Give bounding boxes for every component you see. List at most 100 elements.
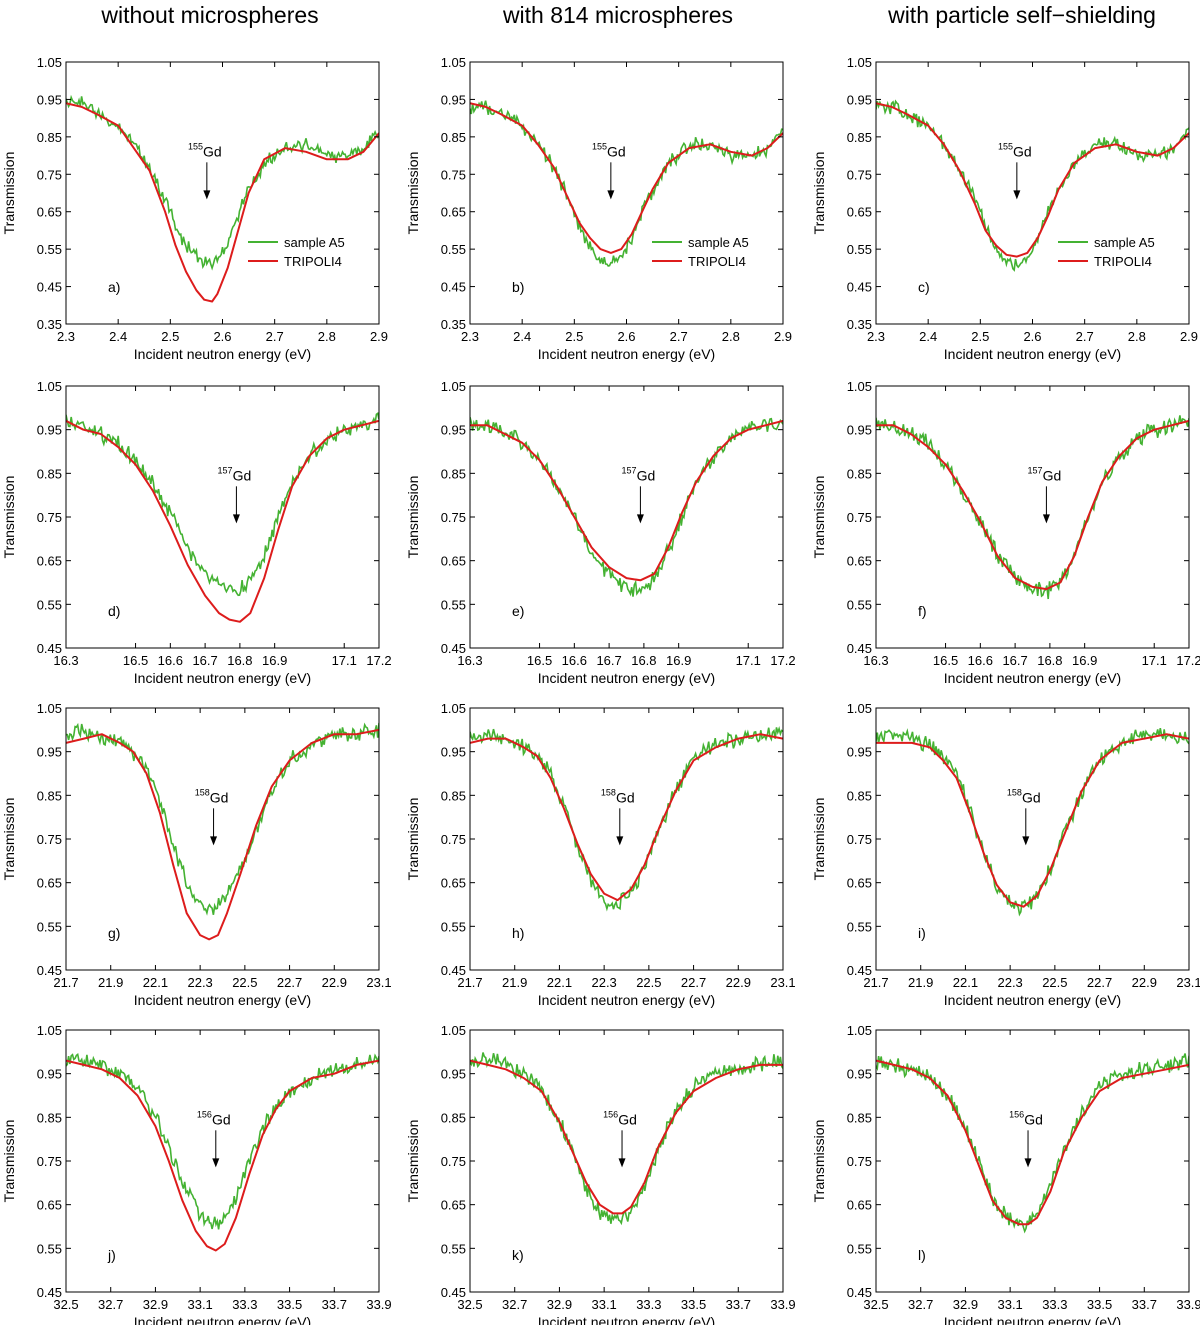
x-tick-label: 22.9 bbox=[1132, 975, 1157, 990]
y-tick-label: 0.95 bbox=[847, 423, 872, 438]
legend: sample A5 TRIPOLI4 bbox=[1058, 235, 1155, 269]
x-tick-label: 22.3 bbox=[997, 975, 1022, 990]
series-sample-a5-line bbox=[470, 100, 783, 267]
panel-label: j) bbox=[107, 1247, 116, 1263]
x-tick-label: 2.6 bbox=[617, 329, 635, 344]
x-tick-label: 22.5 bbox=[636, 975, 661, 990]
x-tick-label: 2.3 bbox=[461, 329, 479, 344]
isotope-mass: 156 bbox=[1009, 1109, 1024, 1119]
y-tick-label: 1.05 bbox=[441, 55, 466, 70]
y-tick-label: 0.95 bbox=[847, 1067, 872, 1082]
resonance-arrow-head bbox=[1024, 1158, 1032, 1168]
y-tick-label: 0.35 bbox=[441, 317, 466, 332]
x-tick-label: 16.9 bbox=[666, 653, 691, 668]
y-tick-label: 0.75 bbox=[847, 832, 872, 847]
x-tick-label: 16.3 bbox=[457, 653, 482, 668]
chart-panel-e: 0.45 0.55 0.65 0.75 0.85 0.95 1.05 16.3 16.5 16.6… bbox=[405, 379, 796, 686]
y-tick-label: 0.65 bbox=[441, 554, 466, 569]
x-tick-label: 22.3 bbox=[591, 975, 616, 990]
x-tick-label: 33.5 bbox=[681, 1297, 706, 1312]
y-tick-label: 0.65 bbox=[847, 205, 872, 220]
panel-label: f) bbox=[918, 603, 927, 619]
series-tripoli4-line bbox=[66, 102, 379, 303]
legend-label-sample-a5: sample A5 bbox=[284, 235, 345, 250]
y-tick-label: 0.75 bbox=[37, 832, 62, 847]
y-tick-label: 0.95 bbox=[847, 745, 872, 760]
x-tick-label: 21.9 bbox=[908, 975, 933, 990]
isotope-mass: 157 bbox=[1028, 465, 1043, 475]
isotope-mass: 158 bbox=[195, 787, 210, 797]
isotope-symbol: Gd bbox=[1013, 143, 1032, 159]
y-tick-label: 0.45 bbox=[37, 1285, 62, 1300]
x-tick-label: 21.9 bbox=[502, 975, 527, 990]
x-tick-label: 17.1 bbox=[1142, 653, 1167, 668]
y-tick-label: 0.55 bbox=[847, 597, 872, 612]
x-tick-label: 16.7 bbox=[1002, 653, 1027, 668]
y-tick-label: 0.35 bbox=[37, 317, 62, 332]
isotope-mass: 157 bbox=[218, 465, 233, 475]
series-sample-a5-line bbox=[66, 412, 379, 597]
y-tick-label: 0.65 bbox=[37, 554, 62, 569]
x-tick-label: 32.5 bbox=[863, 1297, 888, 1312]
x-tick-label: 2.3 bbox=[57, 329, 75, 344]
resonance-arrow-head bbox=[210, 836, 218, 846]
x-tick-label: 22.7 bbox=[1087, 975, 1112, 990]
series-tripoli4-line bbox=[470, 419, 783, 582]
x-tick-label: 33.9 bbox=[1176, 1297, 1200, 1312]
x-axis-label: Incident neutron energy (eV) bbox=[538, 670, 715, 686]
y-tick-label: 0.45 bbox=[37, 963, 62, 978]
x-tick-label: 33.3 bbox=[636, 1297, 661, 1312]
y-tick-label: 0.55 bbox=[37, 919, 62, 934]
x-tick-label: 33.3 bbox=[232, 1297, 257, 1312]
y-tick-label: 0.95 bbox=[37, 745, 62, 760]
resonance-arrow-head bbox=[212, 1158, 220, 1168]
isotope-symbol: Gd bbox=[1024, 1111, 1043, 1127]
x-tick-label: 16.5 bbox=[123, 653, 148, 668]
y-tick-label: 0.85 bbox=[37, 466, 62, 481]
resonance-arrow-head bbox=[232, 514, 240, 524]
x-axis-label: Incident neutron energy (eV) bbox=[134, 670, 311, 686]
panel-label: h) bbox=[512, 925, 524, 941]
x-axis-label: Incident neutron energy (eV) bbox=[944, 346, 1121, 362]
legend-label-tripoli4: TRIPOLI4 bbox=[688, 254, 746, 269]
isotope-annotation: 157Gd bbox=[1028, 465, 1062, 483]
y-tick-label: 0.95 bbox=[441, 745, 466, 760]
y-tick-label: 0.65 bbox=[441, 205, 466, 220]
x-tick-label: 33.1 bbox=[997, 1297, 1022, 1312]
x-tick-label: 2.5 bbox=[971, 329, 989, 344]
resonance-arrow-head bbox=[616, 836, 624, 846]
chart-panel-g: 0.45 0.55 0.65 0.75 0.85 0.95 1.05 21.7 21.9 22.1… bbox=[1, 701, 392, 1008]
x-tick-label: 2.8 bbox=[318, 329, 336, 344]
y-tick-label: 0.85 bbox=[441, 1110, 466, 1125]
x-tick-label: 16.8 bbox=[1037, 653, 1062, 668]
series-sample-a5-line bbox=[876, 415, 1189, 600]
isotope-mass: 155 bbox=[592, 141, 607, 151]
isotope-annotation: 156Gd bbox=[197, 1109, 231, 1127]
y-tick-label: 0.75 bbox=[441, 1154, 466, 1169]
y-axis-label: Transmission bbox=[405, 798, 421, 881]
y-tick-label: 0.65 bbox=[37, 1198, 62, 1213]
panel-label: a) bbox=[108, 279, 120, 295]
isotope-mass: 156 bbox=[603, 1109, 618, 1119]
x-tick-label: 22.1 bbox=[143, 975, 168, 990]
panel-label: b) bbox=[512, 279, 524, 295]
y-tick-label: 0.75 bbox=[441, 167, 466, 182]
y-tick-label: 1.05 bbox=[847, 1023, 872, 1038]
chart-panel-i: 0.45 0.55 0.65 0.75 0.85 0.95 1.05 21.7 21.9 22.1… bbox=[811, 701, 1200, 1008]
y-axis-label: Transmission bbox=[405, 1120, 421, 1203]
y-tick-label: 0.85 bbox=[847, 1110, 872, 1125]
y-tick-label: 0.75 bbox=[441, 832, 466, 847]
y-tick-label: 0.45 bbox=[847, 1285, 872, 1300]
x-tick-label: 2.8 bbox=[722, 329, 740, 344]
y-tick-label: 1.05 bbox=[37, 701, 62, 716]
x-tick-label: 16.5 bbox=[933, 653, 958, 668]
y-tick-label: 0.45 bbox=[37, 280, 62, 295]
x-tick-label: 17.1 bbox=[736, 653, 761, 668]
legend: sample A5 TRIPOLI4 bbox=[248, 235, 345, 269]
x-tick-label: 33.7 bbox=[322, 1297, 347, 1312]
series-sample-a5-line bbox=[66, 722, 379, 916]
y-axis-label: Transmission bbox=[811, 1120, 827, 1203]
x-tick-label: 22.7 bbox=[277, 975, 302, 990]
y-tick-label: 0.45 bbox=[37, 641, 62, 656]
